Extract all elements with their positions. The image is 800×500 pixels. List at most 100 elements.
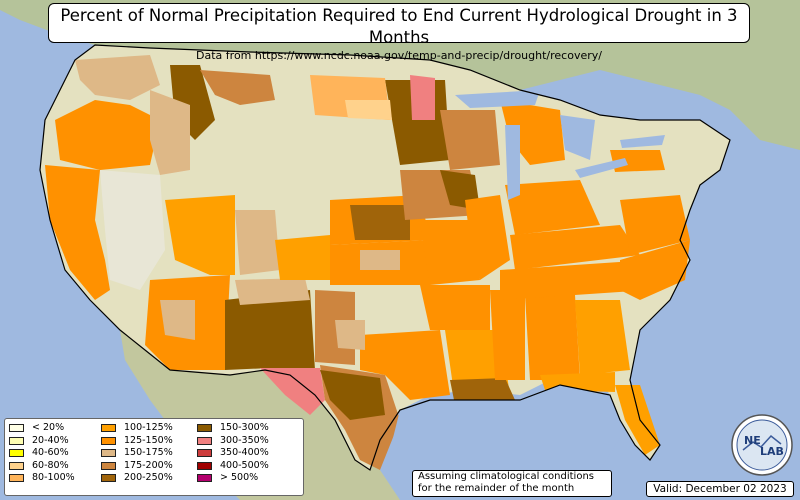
lake-erie xyxy=(575,158,628,178)
valid-date: Valid: December 02 2023 xyxy=(646,481,794,497)
region-wisconsin xyxy=(440,110,500,170)
title-box: Percent of Normal Precipitation Required… xyxy=(48,3,750,62)
legend-item: 60-80% xyxy=(9,460,75,472)
region-arizona-tan xyxy=(160,300,195,340)
legend-item: 300-350% xyxy=(197,435,269,447)
legend-label: 125-150% xyxy=(124,434,173,446)
legend-item: > 500% xyxy=(197,472,269,484)
legend-column-3: 150-300% 300-350% 350-400% 400-500% > 500% xyxy=(197,422,269,485)
lake-superior xyxy=(455,90,540,108)
legend-label: 20-40% xyxy=(32,434,69,446)
legend-swatch xyxy=(101,449,116,458)
region-oregon xyxy=(55,100,160,170)
legend-label: 40-60% xyxy=(32,447,69,459)
legend-item: 400-500% xyxy=(197,460,269,472)
region-new-mexico-brown xyxy=(225,290,315,370)
region-new-mexico-tan xyxy=(235,278,310,305)
legend-item: 150-175% xyxy=(101,447,173,459)
region-california xyxy=(45,165,110,300)
legend-swatch xyxy=(101,474,116,483)
legend-item: < 20% xyxy=(9,422,75,434)
legend-swatch xyxy=(9,436,24,445)
legend-label: 80-100% xyxy=(32,472,75,484)
logo-text-2: LAB xyxy=(760,445,784,458)
legend-label: 60-80% xyxy=(32,459,69,471)
region-south-dakota-tan xyxy=(345,100,392,120)
legend-label: > 500% xyxy=(220,472,259,484)
region-colorado-tan xyxy=(235,210,280,275)
lake-michigan xyxy=(505,125,520,200)
region-kentucky xyxy=(510,225,640,270)
region-pennsylvania xyxy=(610,150,665,172)
region-carolinas xyxy=(620,240,690,300)
legend-item: 20-40% xyxy=(9,435,75,447)
mexico-land xyxy=(120,330,400,500)
legend-swatch xyxy=(9,461,24,470)
legend-column-2: 100-125% 125-150% 150-175% 175-200% 200-250% xyxy=(101,422,173,485)
lake-ontario xyxy=(620,135,665,148)
legend-item: 200-250% xyxy=(101,472,173,484)
region-nebraska-brown xyxy=(350,205,410,240)
region-indiana-ohio xyxy=(505,180,600,235)
legend-swatch xyxy=(197,474,212,483)
region-nevada-white xyxy=(100,170,165,290)
map-subtitle: Data from https://www.ncdc.noaa.gov/temp… xyxy=(196,49,602,62)
region-texas-east xyxy=(360,330,450,400)
region-arkansas xyxy=(420,285,490,330)
legend-column-1: < 20% 20-40% 40-60% 60-80% 80-100% xyxy=(9,422,75,485)
legend-swatch xyxy=(197,424,212,432)
region-missouri xyxy=(420,220,480,285)
region-oklahoma-tan xyxy=(335,320,365,350)
region-kansas-tan xyxy=(360,250,400,270)
legend-item: 100-125% xyxy=(101,422,173,434)
lake-huron xyxy=(560,115,595,160)
region-texas-red xyxy=(260,368,325,415)
legend-label: 175-200% xyxy=(124,459,173,471)
note-line-1: Assuming climatological conditions xyxy=(418,471,594,482)
legend-label: 400-500% xyxy=(220,459,269,471)
legend-swatch xyxy=(197,461,212,470)
region-georgia xyxy=(575,300,630,375)
logo-text-1: NE xyxy=(744,434,761,447)
region-montana xyxy=(200,70,275,105)
legend-swatch xyxy=(197,449,212,458)
note-box: Assuming climatological conditions for t… xyxy=(412,470,612,497)
region-utah-arizona xyxy=(165,195,235,275)
legend-swatch xyxy=(197,436,212,445)
region-mississippi xyxy=(490,290,525,380)
region-idaho-tan xyxy=(150,90,190,175)
legend: < 20% 20-40% 40-60% 60-80% 80-100% 100-125% 1… xyxy=(4,418,304,496)
legend-item: 80-100% xyxy=(9,472,75,484)
legend-item: 125-150% xyxy=(101,435,173,447)
map-title: Percent of Normal Precipitation Required… xyxy=(60,6,738,47)
region-michigan xyxy=(500,100,565,165)
legend-swatch xyxy=(9,449,24,458)
region-texas-dark xyxy=(320,370,385,420)
us-outline xyxy=(39,44,731,471)
legend-swatch xyxy=(101,436,116,445)
legend-label: 350-400% xyxy=(220,447,269,459)
legend-label: 150-300% xyxy=(220,422,269,433)
region-colorado-orange xyxy=(275,235,330,280)
region-minnesota-red xyxy=(410,75,435,120)
legend-item: 40-60% xyxy=(9,447,75,459)
legend-item: 175-200% xyxy=(101,460,173,472)
legend-item: 150-300% xyxy=(197,422,269,434)
legend-label: 100-125% xyxy=(124,422,173,433)
legend-swatch xyxy=(9,424,24,432)
note-line-2: for the remainder of the month xyxy=(418,483,575,494)
region-louisiana-brown xyxy=(450,378,515,405)
legend-swatch xyxy=(101,424,116,432)
region-florida xyxy=(615,385,660,455)
region-washington xyxy=(75,55,160,100)
region-alabama xyxy=(525,295,580,380)
legend-label: 150-175% xyxy=(124,447,173,459)
legend-label: 300-350% xyxy=(220,434,269,446)
legend-label: < 20% xyxy=(32,422,65,433)
nevlab-logo: NE LAB xyxy=(731,414,793,476)
legend-swatch xyxy=(9,474,24,483)
legend-label: 200-250% xyxy=(124,472,173,484)
region-tennessee xyxy=(500,260,650,300)
region-virginia xyxy=(620,195,690,255)
